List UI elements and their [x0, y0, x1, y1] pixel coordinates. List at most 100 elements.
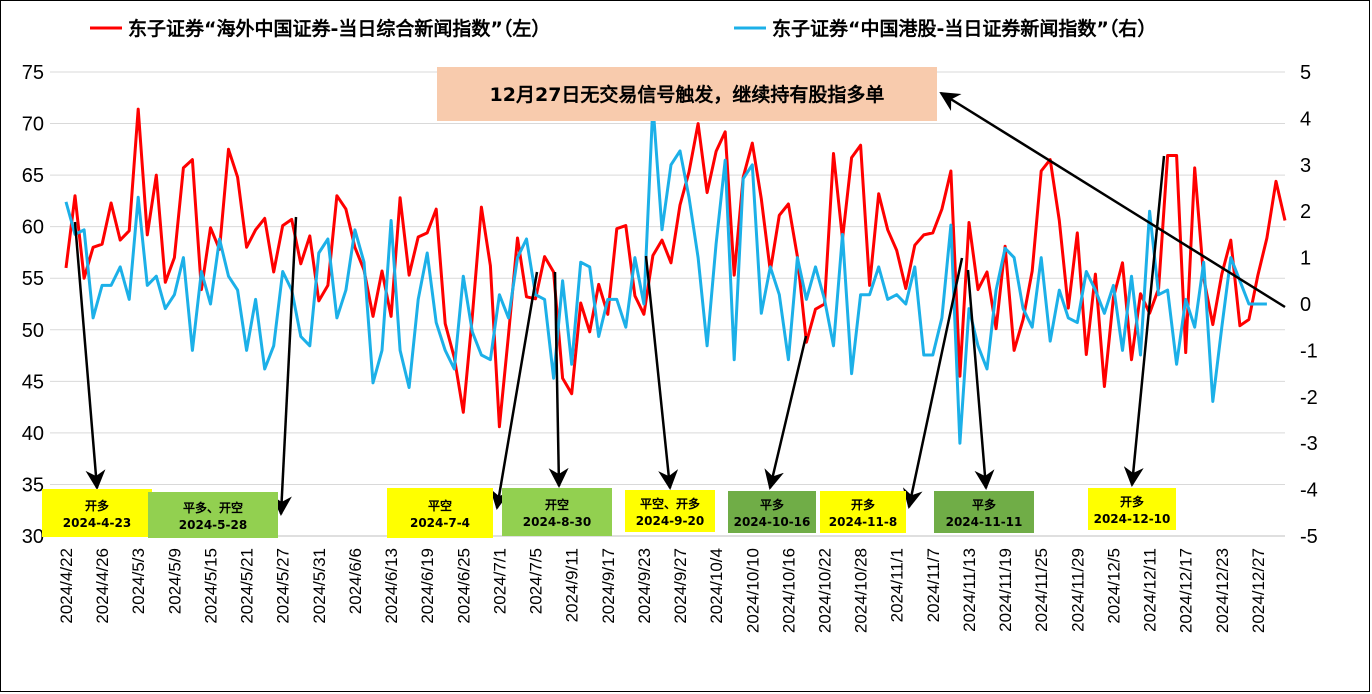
x-tick-label: 2024/6/19: [418, 548, 437, 624]
x-tick-label: 2024/9/11: [563, 548, 582, 622]
x-tick-label: 2024/5/15: [201, 548, 220, 624]
signal-box: [1088, 488, 1176, 530]
y-right-tick-label: 2: [1300, 201, 1311, 223]
x-tick-label: 2024/11/29: [1068, 548, 1087, 632]
y-right-tick-label: -2: [1300, 387, 1318, 409]
x-tick-label: 2024/5/3: [129, 548, 148, 614]
signal-date: 2024-5-28: [179, 518, 247, 532]
annotation-arrow: [939, 91, 1286, 309]
legend-label-right-series: 东子证券“中国港股-当日证券新闻指数”（右）: [772, 17, 1156, 40]
x-tick-label: 2024/12/27: [1249, 548, 1268, 633]
series-lines: [64, 103, 1287, 445]
annotation-arrow: [644, 255, 679, 490]
annotation-arrow: [490, 271, 539, 510]
signal-label: 开多: [1120, 494, 1144, 509]
y-right-tick-label: -3: [1300, 433, 1318, 455]
y-right-tick-label: -1: [1300, 340, 1318, 362]
y-left-tick-label: 50: [22, 320, 44, 342]
x-tick-label: 2024/4/22: [57, 548, 76, 624]
note-text: 12月27日无交易信号触发，继续持有股指多单: [490, 83, 885, 106]
signal-label: 平多: [972, 497, 996, 512]
annotation-arrow: [1123, 155, 1166, 487]
x-tick-label: 2024/9/23: [635, 548, 654, 624]
legend-label-left-series: 东子证券“海外中国证券-当日综合新闻指数”（左）: [128, 17, 550, 40]
x-tick-label: 2024/10/22: [815, 548, 834, 633]
signal-date: 2024-4-23: [63, 516, 131, 530]
note-box: 12月27日无交易信号触发，继续持有股指多单: [437, 67, 937, 121]
y-right-tick-label: -5: [1300, 526, 1318, 548]
x-tick-label: 2024/10/28: [852, 548, 871, 633]
signal-box: [625, 490, 715, 532]
x-tick-label: 2024/6/25: [454, 548, 473, 624]
signal-date: 2024-8-30: [523, 515, 591, 529]
x-tick-label: 2024/11/7: [924, 548, 943, 622]
signal-label: 平空: [428, 498, 452, 513]
x-tick-label: 2024/12/11: [1141, 548, 1160, 632]
x-tick-label: 2024/7/5: [527, 548, 546, 614]
annotation-arrow: [764, 335, 808, 490]
signal-date: 2024-7-4: [410, 516, 470, 530]
y-left-tick-label: 65: [22, 165, 44, 187]
y-right-tick-label: 1: [1300, 248, 1311, 270]
signal-label: 开多: [85, 498, 109, 513]
x-tick-label: 2024/7/1: [490, 548, 509, 614]
y-left-tick-label: 30: [22, 526, 44, 548]
x-tick-label: 2024/5/9: [165, 548, 184, 614]
x-tick-label: 2024/12/23: [1213, 548, 1232, 633]
x-tick-label: 2024/9/27: [671, 548, 690, 624]
note-background: [437, 67, 937, 121]
right-y-axis: -5 -4 -3 -2 -1 0 1 2 3 4 5: [1300, 62, 1318, 548]
y-left-tick-label: 35: [22, 474, 44, 496]
y-left-tick-label: 55: [22, 268, 44, 290]
y-left-tick-label: 45: [22, 371, 44, 393]
x-tick-label: 2024/4/26: [93, 548, 112, 624]
signal-label: 平多: [760, 497, 784, 512]
signal-box: [42, 489, 152, 537]
y-right-tick-label: 3: [1300, 155, 1311, 177]
x-tick-label: 2024/12/5: [1104, 548, 1123, 624]
x-tick-label: 2024/10/10: [743, 548, 762, 633]
x-tick-label: 2024/9/17: [599, 548, 618, 624]
signal-date: 2024-11-8: [829, 515, 897, 529]
signal-box: [387, 488, 493, 538]
signal-date: 2024-11-11: [946, 515, 1023, 529]
signal-box: [502, 488, 612, 536]
y-left-tick-label: 40: [22, 423, 44, 445]
left-y-axis: 30 35 40 45 50 55 60 65 70 75: [22, 62, 44, 548]
signal-date: 2024-9-20: [636, 514, 704, 528]
signal-label: 开多: [851, 497, 875, 512]
x-tick-label: 2024/6/13: [382, 548, 401, 624]
signal-box: [728, 491, 816, 533]
x-tick-label: 2024/12/17: [1177, 548, 1196, 633]
y-left-tick-label: 75: [22, 62, 44, 84]
signal-label: 平空、开多: [640, 496, 700, 511]
signal-label: 平多、开空: [183, 500, 243, 515]
signal-date: 2024-12-10: [1094, 512, 1171, 526]
y-right-tick-label: 0: [1300, 294, 1311, 316]
x-tick-label: 2024/10/4: [707, 548, 726, 624]
x-axis: 2024/4/22 2024/4/26 2024/5/3 2024/5/9 2024/5…: [50, 535, 1285, 633]
x-tick-label: 2024/5/21: [238, 548, 257, 624]
y-right-tick-label: 5: [1300, 62, 1311, 84]
signal-box: [148, 492, 278, 538]
signal-date: 2024-10-16: [734, 515, 811, 529]
y-left-tick-label: 60: [22, 217, 44, 239]
signal-box: [934, 491, 1034, 533]
legend: 东子证券“海外中国证券-当日综合新闻指数”（左） 东子证券“中国港股-当日证券新…: [90, 17, 1156, 40]
x-tick-label: 2024/6/6: [346, 548, 365, 614]
y-right-tick-label: -4: [1300, 480, 1318, 502]
annotation-arrow: [966, 269, 995, 490]
x-tick-label: 2024/10/16: [779, 548, 798, 633]
x-tick-label: 2024/11/25: [1032, 548, 1051, 632]
signal-box: [820, 491, 906, 533]
annotations: 开多 2024-4-23 平多、开空 2024-5-28 平空 2024-7-4 开空 202…: [42, 91, 1286, 538]
x-tick-label: 2024/5/31: [310, 548, 329, 624]
x-tick-label: 2024/5/27: [274, 548, 293, 624]
y-right-tick-label: 4: [1300, 108, 1311, 130]
annotation-arrow: [271, 216, 298, 516]
series-line-right-axis: [64, 103, 1267, 445]
x-tick-label: 2024/11/13: [960, 548, 979, 632]
annotation-arrow: [548, 271, 569, 488]
